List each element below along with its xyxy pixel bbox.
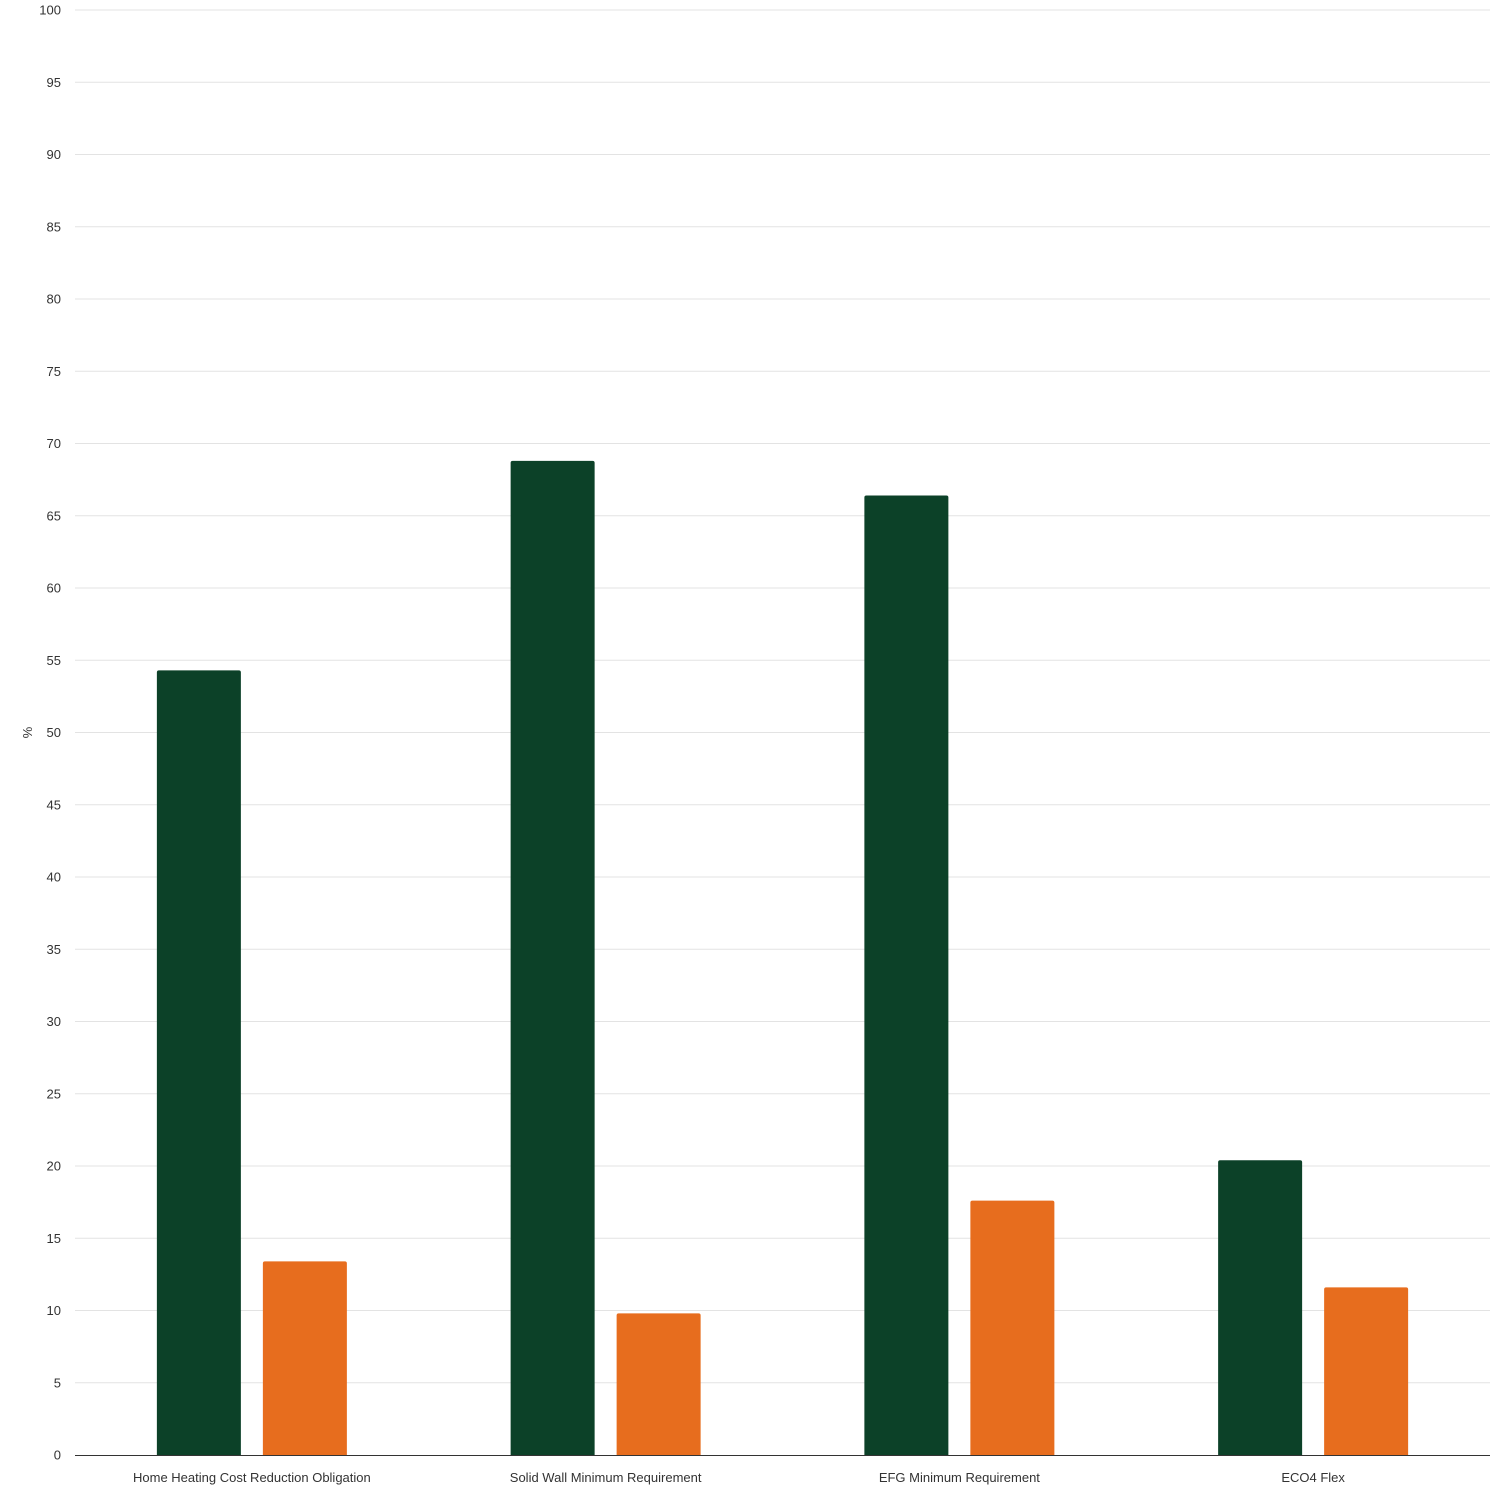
y-tick-label: 70 <box>47 436 61 451</box>
y-tick-label: 45 <box>47 797 61 812</box>
y-tick-label: 75 <box>47 364 61 379</box>
y-tick-label: 55 <box>47 653 61 668</box>
bar <box>262 1261 347 1455</box>
y-tick-label: 5 <box>54 1375 61 1390</box>
y-tick-label: 85 <box>47 219 61 234</box>
x-tick-label: EFG Minimum Requirement <box>879 1470 1040 1485</box>
bar <box>616 1313 701 1455</box>
bar <box>156 670 241 1455</box>
y-tick-label: 15 <box>47 1231 61 1246</box>
x-tick-label: ECO4 Flex <box>1281 1470 1345 1485</box>
y-axis-ticks: 0 5 10 15 20 25 30 35 40 45 50 55 60 65 70 75 80 85 90 95 10… <box>39 3 61 1463</box>
x-axis-labels: Home Heating Cost Reduction Obligation So… <box>133 1470 1345 1485</box>
bars <box>156 460 1409 1456</box>
x-tick-label: Home Heating Cost Reduction Obligation <box>133 1470 371 1485</box>
y-tick-label: 65 <box>47 508 61 523</box>
y-tick-label: 100 <box>39 3 61 18</box>
bar <box>510 460 595 1456</box>
y-tick-label: 20 <box>47 1159 61 1174</box>
y-axis-title: % <box>20 727 35 739</box>
bar <box>864 495 949 1455</box>
y-tick-label: 90 <box>47 147 61 162</box>
bar <box>1324 1287 1409 1455</box>
bar <box>1218 1160 1303 1455</box>
y-tick-label: 30 <box>47 1014 61 1029</box>
y-tick-label: 80 <box>47 292 61 307</box>
bar <box>970 1200 1055 1455</box>
y-tick-label: 25 <box>47 1086 61 1101</box>
y-tick-label: 35 <box>47 942 61 957</box>
gridlines <box>75 9 1490 1384</box>
y-tick-label: 10 <box>47 1303 61 1318</box>
y-tick-label: 60 <box>47 581 61 596</box>
y-tick-label: 50 <box>47 725 61 740</box>
y-tick-label: 40 <box>47 870 61 885</box>
x-tick-label: Solid Wall Minimum Requirement <box>510 1470 702 1485</box>
y-tick-label: 0 <box>54 1448 61 1463</box>
y-tick-label: 95 <box>47 75 61 90</box>
